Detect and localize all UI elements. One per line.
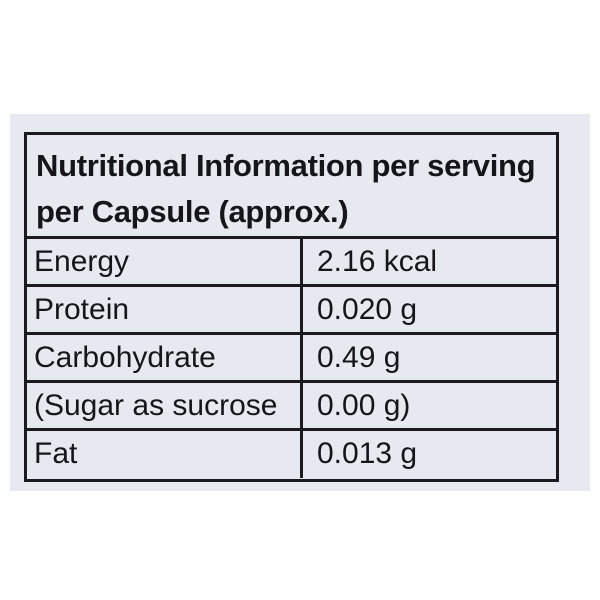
nutrient-value: 0.00 g) <box>317 389 411 422</box>
table-row-energy: Energy 2.16 kcal <box>27 239 556 287</box>
nutrient-name: Protein <box>27 287 303 332</box>
nutrient-name: Carbohydrate <box>27 335 303 380</box>
nutrient-name: Energy <box>27 239 303 284</box>
nutrient-value: 0.49 g <box>317 341 401 374</box>
nutrient-name: (Sugar as sucrose <box>27 383 303 428</box>
nutrition-table: Nutritional Information per serving per … <box>24 132 559 482</box>
table-title: Nutritional Information per serving per … <box>27 135 556 239</box>
table-title-line-1: Nutritional Information per serving <box>36 148 536 183</box>
table-title-line-2: per Capsule (approx.) <box>36 194 349 229</box>
nutrient-value: 0.013 g <box>317 437 418 470</box>
table-row-protein: Protein 0.020 g <box>27 287 556 335</box>
table-row-fat: Fat 0.013 g <box>27 431 556 478</box>
nutrient-value: 0.020 g <box>317 293 418 326</box>
nutrient-value: 2.16 kcal <box>317 245 438 278</box>
table-row-sugar: (Sugar as sucrose 0.00 g) <box>27 383 556 431</box>
nutrient-name: Fat <box>27 431 303 478</box>
table-row-carbohydrate: Carbohydrate 0.49 g <box>27 335 556 383</box>
